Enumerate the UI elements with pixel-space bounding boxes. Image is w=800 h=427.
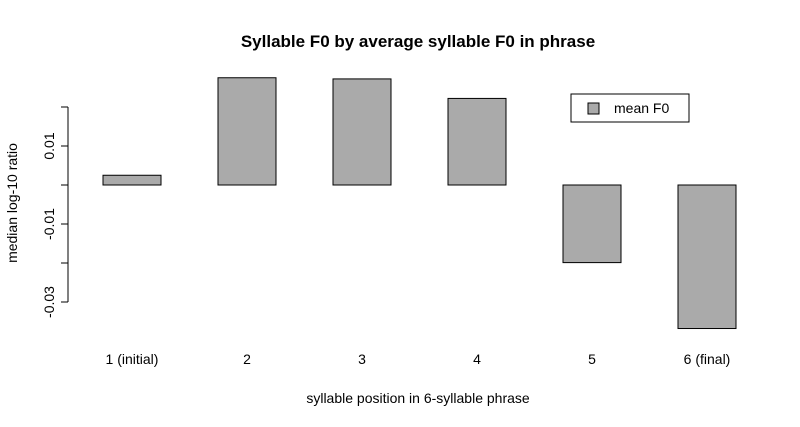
- bar: [562, 184, 622, 264]
- x-tick-label: 4: [473, 351, 481, 367]
- legend-swatch: [587, 102, 600, 115]
- x-tick-label: 1 (initial): [106, 351, 159, 367]
- y-tick-label: -0.01: [41, 208, 57, 240]
- y-tick-label: 0.01: [41, 132, 57, 159]
- bar: [447, 97, 507, 186]
- x-tick-label: 3: [358, 351, 366, 367]
- x-tick-label: 5: [588, 351, 596, 367]
- x-tick-label: 2: [243, 351, 251, 367]
- bar: [332, 78, 392, 186]
- y-axis: -0.03 -0.01 0.01: [41, 106, 69, 318]
- bars: [102, 77, 737, 330]
- x-axis-label: syllable position in 6-syllable phrase: [306, 390, 530, 406]
- y-axis-label: median log-10 ratio: [4, 143, 20, 263]
- x-tick-label: 6 (final): [684, 351, 731, 367]
- bar: [217, 77, 277, 186]
- bar: [102, 174, 162, 186]
- x-tick-labels: 1 (initial) 2 3 4 5 6 (final): [106, 351, 731, 367]
- legend: mean F0: [570, 93, 690, 123]
- chart-title: Syllable F0 by average syllable F0 in ph…: [241, 32, 595, 51]
- legend-label: mean F0: [614, 100, 669, 116]
- bar: [677, 184, 737, 330]
- y-tick-label: -0.03: [41, 286, 57, 318]
